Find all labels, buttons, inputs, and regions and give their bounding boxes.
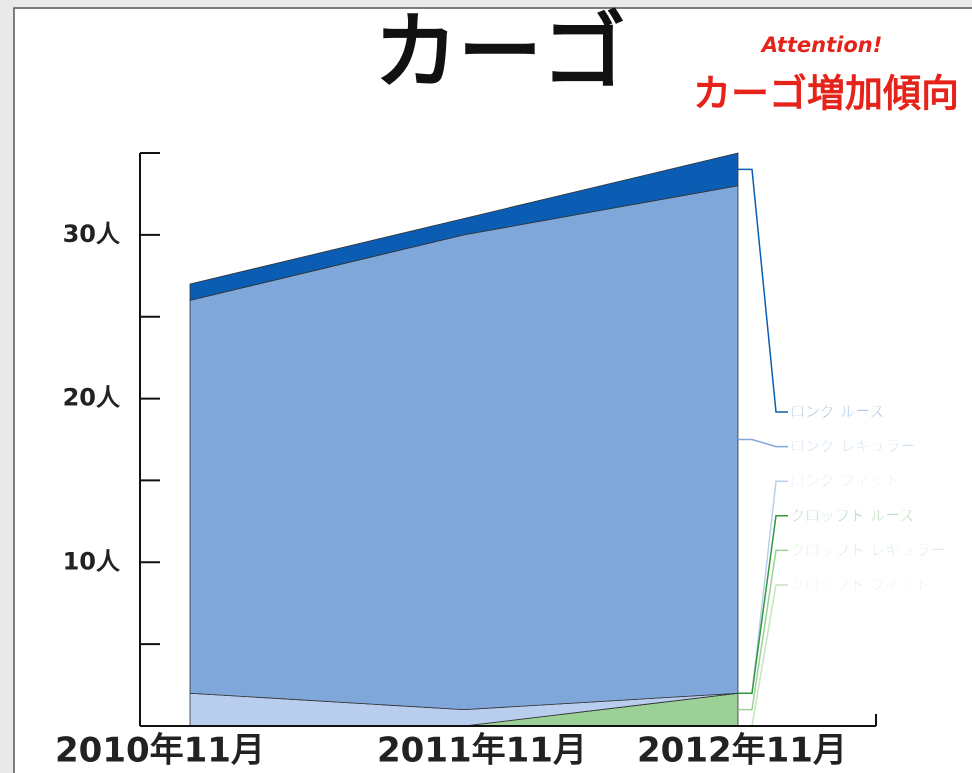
annotation-small: Attention! (760, 33, 883, 57)
y-tick-label: 10人 (63, 547, 120, 575)
y-tick-label: 30人 (63, 220, 120, 248)
chart-title: カーゴ (374, 3, 626, 101)
legend-connector (738, 168, 788, 413)
legend-label: クロップド ルーズ (790, 506, 914, 524)
legend-label: クロップド レギュラー (790, 541, 945, 559)
area (189, 152, 739, 301)
legend-label: ロング ルーズ (790, 403, 884, 421)
legend-connector (738, 515, 788, 695)
legend-label: ロング レギュラー (790, 437, 915, 455)
x-tick-label: 2011年11月 (377, 731, 587, 771)
legend-label: クロップド フィット (790, 576, 930, 594)
legend-connector (738, 438, 788, 448)
y-tick-label: 20人 (63, 384, 120, 412)
annotation: カーゴ増加傾向 (693, 72, 959, 116)
legend-label: ロング フィット (790, 472, 900, 490)
x-tick-label: 2010年11月 (55, 731, 265, 771)
legend-connector (738, 549, 788, 711)
x-tick-label: 2012年11月 (637, 731, 847, 771)
